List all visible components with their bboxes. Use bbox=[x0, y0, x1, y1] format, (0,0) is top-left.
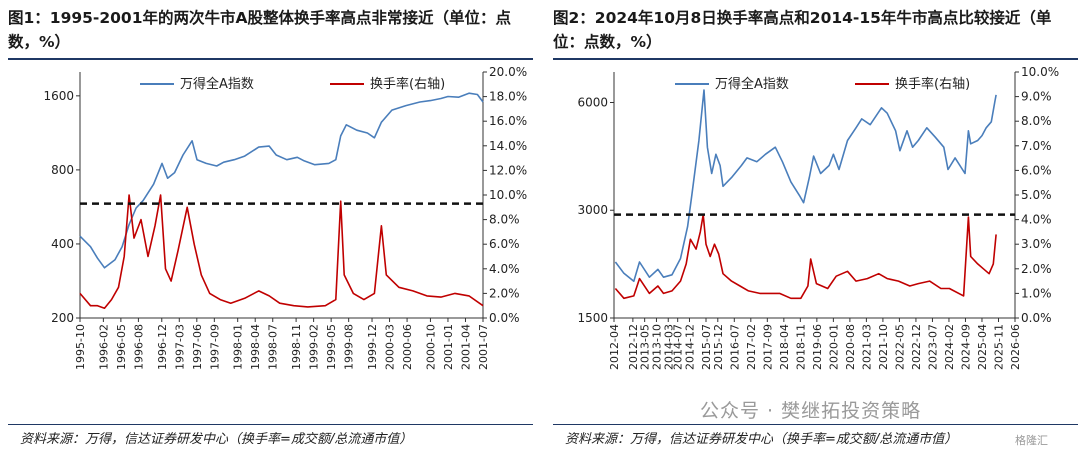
right-tick-label: 20.0% bbox=[489, 65, 527, 79]
x-tick-label: 2000-06 bbox=[401, 324, 414, 370]
right-tick-label: 8.0% bbox=[1021, 114, 1052, 128]
x-tick-label: 2019-06 bbox=[811, 324, 824, 370]
x-tick-label: 2025-11 bbox=[992, 324, 1005, 370]
x-tick-label: 1998-04 bbox=[249, 324, 262, 370]
right-tick-label: 14.0% bbox=[489, 139, 527, 153]
x-tick-label: 2013-05 bbox=[639, 324, 652, 370]
x-tick-label: 1997-06 bbox=[191, 324, 204, 370]
right-tick-label: 4.0% bbox=[489, 262, 520, 276]
x-tick-label: 2024-09 bbox=[959, 324, 972, 370]
right-tick-label: 10.0% bbox=[1021, 65, 1059, 79]
x-tick-label: 2017-02 bbox=[745, 324, 758, 370]
x-tick-label: 2018-11 bbox=[794, 324, 807, 370]
legend-label: 万得全A指数 bbox=[715, 76, 789, 92]
left-tick-label: 400 bbox=[51, 237, 74, 251]
x-tick-label: 2014-12 bbox=[683, 324, 696, 370]
x-tick-label: 1996-08 bbox=[132, 324, 145, 370]
x-tick-label: 1998-11 bbox=[290, 324, 303, 370]
x-tick-label: 2012-12 bbox=[627, 324, 640, 370]
left-tick-label: 6000 bbox=[577, 95, 608, 109]
x-tick-label: 1997-09 bbox=[208, 324, 221, 370]
x-tick-label: 2014-07 bbox=[672, 324, 685, 370]
x-tick-label: 1999-05 bbox=[325, 324, 338, 370]
x-tick-label: 2022-05 bbox=[893, 324, 906, 370]
chart-2-svg: 6000 3000 1500 10.0% 9.0% 8.0% 7.0% 6.0% 5.0% 4.0… bbox=[577, 65, 1059, 370]
legend-label: 万得全A指数 bbox=[180, 76, 254, 92]
x-tick-label: 2014-03 bbox=[662, 324, 675, 370]
left-tick-label: 800 bbox=[51, 163, 74, 177]
title-rule bbox=[8, 58, 533, 60]
watermark-logo-text: 格隆汇 bbox=[1015, 434, 1048, 447]
x-tick-label: 2017-09 bbox=[761, 324, 774, 370]
x-tick-label: 2013-10 bbox=[650, 324, 663, 370]
right-tick-label: 6.0% bbox=[1021, 163, 1052, 177]
right-tick-label: 7.0% bbox=[1021, 139, 1052, 153]
x-tick-label: 1999-02 bbox=[308, 324, 321, 370]
right-tick-label: 16.0% bbox=[489, 114, 527, 128]
source-note: 资料来源：万得，信达证券研发中心（换手率=成交额/总流通市值） bbox=[565, 432, 958, 447]
x-tick-label: 2022-12 bbox=[910, 324, 923, 370]
source-rule bbox=[553, 424, 1078, 425]
source-note: 资料来源：万得，信达证券研发中心（换手率=成交额/总流通市值） bbox=[20, 432, 413, 447]
right-tick-label: 6.0% bbox=[489, 237, 520, 251]
left-tick-label: 1600 bbox=[43, 89, 74, 103]
left-tick-label: 3000 bbox=[577, 203, 608, 217]
right-tick-label: 12.0% bbox=[489, 163, 527, 177]
chart-1-svg: 1600 800 400 200 20.0% 18.0% 16.0% 14.0% 12.0% 10… bbox=[43, 65, 527, 370]
x-tick-label: 2025-04 bbox=[976, 324, 989, 370]
right-tick-label: 9.0% bbox=[1021, 90, 1052, 104]
x-tick-label: 2024-02 bbox=[943, 324, 956, 370]
right-tick-label: 3.0% bbox=[1021, 237, 1052, 251]
x-tick-label: 2001-07 bbox=[477, 324, 490, 370]
turnover-series-line bbox=[79, 194, 484, 309]
x-tick-label: 2020-08 bbox=[844, 324, 857, 370]
right-tick-label: 2.0% bbox=[1021, 262, 1052, 276]
x-tick-label: 2000-03 bbox=[384, 324, 397, 370]
right-tick-label: 18.0% bbox=[489, 90, 527, 104]
x-tick-label: 2023-07 bbox=[926, 324, 939, 370]
right-tick-label: 2.0% bbox=[489, 286, 520, 300]
turnover-series-line bbox=[614, 213, 997, 300]
right-tick-label: 4.0% bbox=[1021, 213, 1052, 227]
x-tick-label: 1996-12 bbox=[156, 324, 169, 370]
x-tick-label: 1995-10 bbox=[74, 324, 87, 370]
legend-label: 换手率(右轴) bbox=[370, 76, 445, 92]
x-tick-label: 2018-04 bbox=[778, 324, 791, 370]
x-tick-label: 1996-02 bbox=[97, 324, 110, 370]
left-tick-label: 1500 bbox=[577, 311, 608, 325]
x-tick-label: 2021-10 bbox=[877, 324, 890, 370]
x-tick-label: 1998-07 bbox=[267, 324, 280, 370]
index-series-line bbox=[614, 89, 997, 283]
x-tick-label: 2021-03 bbox=[860, 324, 873, 370]
right-tick-label: 8.0% bbox=[489, 213, 520, 227]
source-rule bbox=[8, 424, 533, 425]
watermark: 公众号 · 樊继拓投资策略 bbox=[700, 400, 922, 422]
x-tick-label: 1997-03 bbox=[173, 324, 186, 370]
x-tick-label: 2015-07 bbox=[700, 324, 713, 370]
right-tick-label: 0.0% bbox=[1021, 311, 1052, 325]
x-tick-label: 2000-10 bbox=[424, 324, 437, 370]
x-tick-label: 2001-04 bbox=[459, 324, 472, 370]
legend-label: 换手率(右轴) bbox=[895, 76, 970, 92]
left-tick-label: 200 bbox=[51, 311, 74, 325]
chart-title: 图1：1995-2001年的两次牛市A股整体换手率高点非常接近（单位：点数，%） bbox=[8, 9, 511, 51]
right-tick-label: 1.0% bbox=[1021, 286, 1052, 300]
x-tick-label: 2016-07 bbox=[728, 324, 741, 370]
x-tick-label: 1998-01 bbox=[232, 324, 245, 370]
x-tick-label: 1999-08 bbox=[343, 324, 356, 370]
x-tick-label: 2020-01 bbox=[827, 324, 840, 370]
chart-title: 图2：2024年10月8日换手率高点和2014-15年牛市高点比较接近（单位：点… bbox=[553, 9, 1052, 51]
x-tick-label: 2026-06 bbox=[1009, 324, 1022, 370]
x-tick-label: 2012-04 bbox=[608, 324, 621, 370]
x-tick-label: 1999-12 bbox=[366, 324, 379, 370]
index-series-line bbox=[79, 92, 484, 269]
x-tick-label: 2015-12 bbox=[712, 324, 725, 370]
right-tick-label: 5.0% bbox=[1021, 188, 1052, 202]
x-tick-label: 1996-05 bbox=[115, 324, 128, 370]
right-tick-label: 10.0% bbox=[489, 188, 527, 202]
right-tick-label: 0.0% bbox=[489, 311, 520, 325]
title-rule bbox=[553, 58, 1078, 60]
x-tick-label: 2001-01 bbox=[442, 324, 455, 370]
